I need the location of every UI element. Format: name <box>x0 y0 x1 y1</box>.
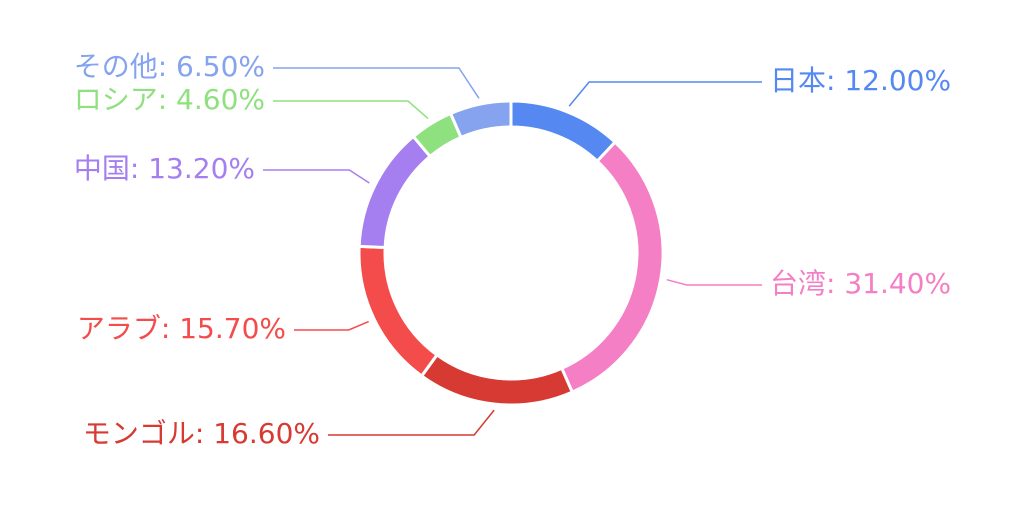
data-label: 日本: 12.00% <box>770 64 951 97</box>
data-label: 中国: 13.20% <box>74 152 255 185</box>
data-label: その他: 6.50% <box>74 50 265 83</box>
data-label: 台湾: 31.40% <box>770 267 951 300</box>
donut-segment: モンゴル <box>419 352 575 407</box>
leader-line <box>328 409 495 436</box>
leader-line <box>273 100 429 120</box>
donut-segment: その他 <box>448 99 513 140</box>
leader-line <box>273 67 480 99</box>
leader-line <box>568 81 762 107</box>
data-label: モンゴル: 16.60% <box>83 417 320 450</box>
donut-segment: 中国 <box>357 134 433 250</box>
donut-segment: アラブ <box>357 244 440 379</box>
leader-line <box>263 169 370 184</box>
data-label: ロシア: 4.60% <box>74 83 265 116</box>
donut-segment: 台湾 <box>559 140 665 395</box>
leader-line <box>666 278 762 286</box>
donut-segment: 日本 <box>509 99 618 164</box>
data-label: アラブ: 15.70% <box>77 312 286 345</box>
leader-line <box>294 320 369 331</box>
